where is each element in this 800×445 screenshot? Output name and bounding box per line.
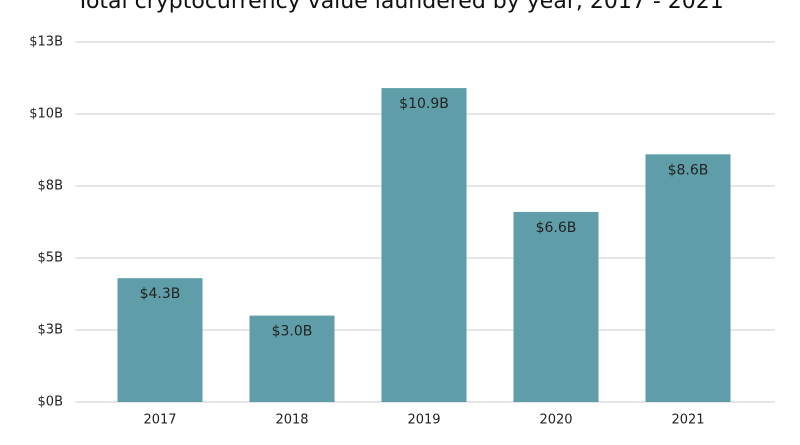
x-tick-label: 2018	[275, 413, 308, 428]
value-label: $3.0B	[272, 324, 313, 340]
y-tick-label: $3B	[38, 323, 63, 338]
bar	[381, 88, 467, 402]
x-tick-label: 2020	[539, 413, 572, 428]
x-tick-label: 2021	[671, 413, 704, 428]
y-tick-label: $0B	[38, 395, 63, 410]
bar	[513, 211, 599, 402]
value-label: $8.6B	[668, 162, 709, 178]
y-tick-label: $10B	[29, 107, 63, 122]
bar	[249, 315, 335, 402]
value-label: $10.9B	[399, 96, 449, 112]
bar	[117, 278, 203, 402]
value-label: $4.3B	[140, 286, 181, 302]
bar	[645, 154, 731, 402]
x-tick-label: 2017	[143, 413, 176, 428]
y-tick-label: $5B	[38, 251, 63, 266]
chart-title: Total cryptocurrency value laundered by …	[75, 0, 724, 14]
y-tick-label: $8B	[38, 179, 63, 194]
x-tick-label: 2019	[407, 413, 440, 428]
y-tick-label: $13B	[29, 35, 63, 50]
value-label: $6.6B	[536, 220, 577, 236]
